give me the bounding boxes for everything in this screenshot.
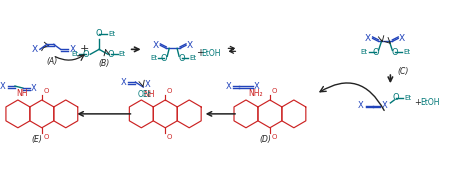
Text: X: X bbox=[358, 101, 364, 110]
Text: X: X bbox=[145, 80, 150, 89]
Text: NH: NH bbox=[143, 90, 155, 99]
Text: EtOH: EtOH bbox=[420, 99, 439, 107]
Text: O: O bbox=[372, 48, 379, 57]
Text: X: X bbox=[225, 82, 231, 91]
Text: Et: Et bbox=[71, 51, 78, 57]
Text: X: X bbox=[152, 41, 158, 50]
Text: X: X bbox=[31, 84, 36, 93]
Text: O: O bbox=[392, 48, 399, 57]
Text: O: O bbox=[272, 134, 277, 140]
Text: Et: Et bbox=[108, 31, 115, 37]
Text: (B): (B) bbox=[99, 59, 109, 68]
Text: X: X bbox=[382, 101, 387, 110]
Text: (D): (D) bbox=[259, 135, 271, 144]
Text: O: O bbox=[83, 50, 90, 59]
Text: (A): (A) bbox=[46, 57, 57, 66]
Text: O: O bbox=[43, 134, 49, 140]
Text: O: O bbox=[167, 134, 172, 140]
Text: NH: NH bbox=[16, 89, 28, 98]
Text: X: X bbox=[121, 78, 127, 87]
Text: Et: Et bbox=[189, 55, 196, 61]
Text: O: O bbox=[96, 29, 102, 38]
Text: O: O bbox=[43, 88, 49, 94]
Text: O: O bbox=[272, 88, 277, 94]
Text: +: + bbox=[415, 99, 421, 107]
Text: O: O bbox=[161, 54, 168, 63]
Text: X: X bbox=[0, 82, 6, 91]
Text: +: + bbox=[80, 44, 89, 54]
Text: (C): (C) bbox=[398, 67, 409, 76]
Text: X: X bbox=[399, 34, 405, 43]
Text: Et: Et bbox=[403, 49, 410, 55]
Text: O: O bbox=[179, 54, 185, 63]
Text: Et: Et bbox=[404, 95, 411, 101]
Text: X: X bbox=[187, 41, 193, 50]
Text: O: O bbox=[167, 88, 172, 94]
Text: EtOH: EtOH bbox=[201, 49, 220, 58]
Text: +: + bbox=[196, 48, 204, 58]
Text: (E): (E) bbox=[31, 135, 42, 144]
Text: X: X bbox=[69, 45, 75, 54]
Text: O: O bbox=[108, 50, 114, 59]
Text: NH₂: NH₂ bbox=[248, 89, 263, 98]
Text: X: X bbox=[32, 45, 38, 54]
Text: X: X bbox=[365, 34, 371, 43]
Text: OEt: OEt bbox=[137, 89, 151, 99]
Text: Et: Et bbox=[150, 55, 157, 61]
Text: X: X bbox=[254, 82, 260, 91]
Text: Et: Et bbox=[119, 51, 126, 57]
Text: O: O bbox=[393, 94, 400, 102]
Text: Et: Et bbox=[361, 49, 368, 55]
